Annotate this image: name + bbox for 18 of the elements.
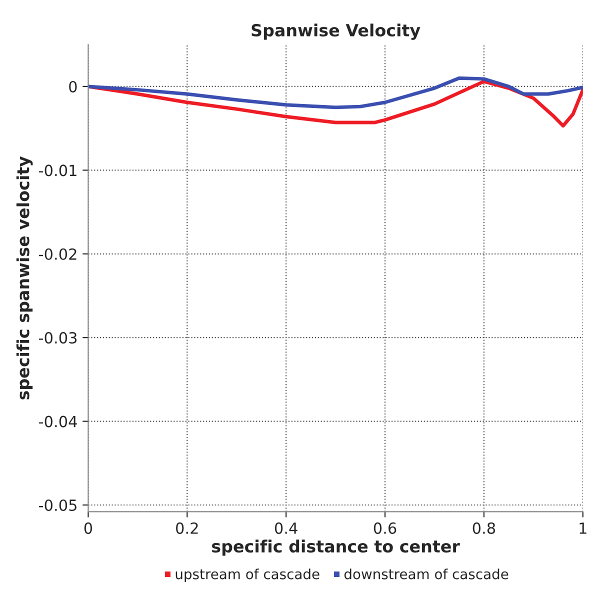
y-tick-label: -0.03 (39, 332, 77, 344)
x-tick-label: 0.4 (274, 522, 298, 534)
y-tick-label: -0.02 (39, 248, 76, 260)
x-tick-label: 0 (84, 522, 92, 534)
x-tick-label: 0.6 (374, 522, 396, 534)
chart-title: Spanwise Velocity (252, 24, 420, 40)
y-axis-title: specific spanwise velocity (16, 156, 33, 400)
y-tick-label: -0.04 (39, 416, 77, 428)
legend-label: upstream of cascade (176, 568, 320, 582)
line-series (88, 76, 583, 110)
y-tick-label: 0 (69, 80, 77, 92)
x-tick-label: 1 (580, 522, 586, 534)
x-axis-title: specific distance to center (212, 540, 460, 556)
y-tick-label: -0.05 (39, 499, 76, 512)
x-tick-label: 0.8 (472, 522, 496, 534)
y-tick-label: -0.01 (39, 164, 76, 176)
legend-label: downstream of cascade (344, 568, 508, 580)
x-tick-label: 0.2 (176, 522, 198, 534)
